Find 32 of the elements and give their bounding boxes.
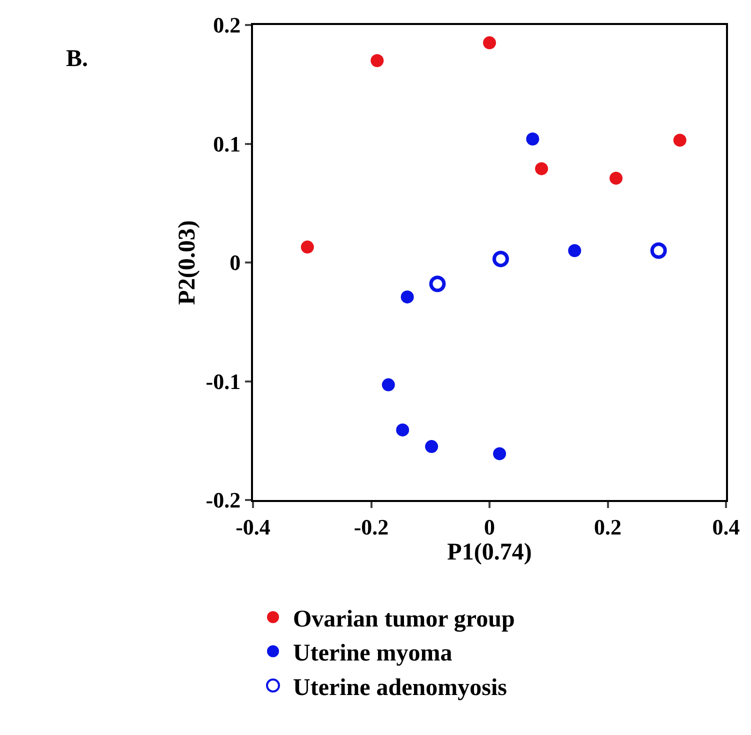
x-tick-label: 0.2 — [594, 514, 622, 540]
point — [370, 54, 384, 68]
x-tick-label: -0.2 — [354, 514, 389, 540]
legend-label: Uterine myoma — [293, 640, 452, 667]
point — [492, 250, 509, 268]
point — [425, 440, 438, 454]
point — [493, 447, 506, 460]
point — [650, 242, 667, 259]
point — [300, 240, 314, 254]
y-tick-label: -0.2 — [206, 488, 241, 513]
point — [382, 378, 395, 392]
x-tick-label: 0 — [484, 514, 495, 540]
y-tick-label: 0.2 — [213, 12, 241, 38]
x-tick-label: 0.4 — [712, 514, 740, 540]
point — [535, 162, 548, 176]
point — [526, 132, 540, 146]
y-tick-label: 0.1 — [213, 131, 241, 156]
legend-label: Ovarian tumor group — [293, 606, 515, 632]
point — [400, 290, 414, 304]
point — [429, 276, 446, 292]
point — [673, 134, 686, 147]
y-tick-label: 0 — [230, 250, 241, 276]
legend-label: Uterine adenomyosis — [293, 674, 507, 701]
x-axis-title: P1(0.74) — [447, 539, 532, 566]
y-axis-title: P2(0.03) — [174, 220, 200, 305]
y-tick-label: -0.1 — [206, 368, 241, 394]
text: B. — [66, 46, 88, 72]
x-tick-label: -0.4 — [236, 514, 270, 540]
point — [396, 423, 410, 436]
point — [483, 36, 496, 50]
point — [610, 172, 623, 185]
point — [568, 244, 582, 258]
